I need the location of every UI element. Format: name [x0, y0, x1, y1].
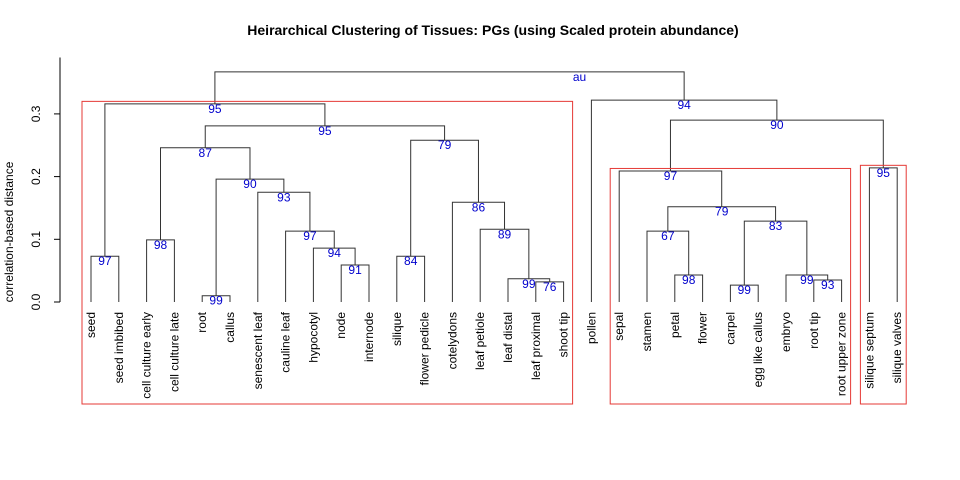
- merge-link: [451, 201, 506, 302]
- leaf-label: hypocotyl: [306, 312, 320, 363]
- y-tick-label: 0.3: [29, 105, 43, 122]
- merge-link: [160, 147, 251, 240]
- leaf-label: seed: [84, 312, 98, 338]
- leaf-label: leaf proximal: [529, 312, 543, 380]
- au-value: 93: [821, 278, 835, 292]
- au-value: 89: [498, 227, 512, 241]
- leaf-label: silique: [390, 312, 404, 346]
- au-value: 93: [277, 190, 291, 204]
- au-value: 99: [522, 277, 536, 291]
- leaf-label: silique septum: [862, 312, 876, 389]
- leaf-label: embryo: [779, 312, 793, 352]
- au-value: 79: [438, 138, 452, 152]
- au-value: 79: [715, 205, 729, 219]
- au-value: 67: [661, 229, 675, 243]
- leaf-label: egg like callus: [751, 312, 765, 387]
- leaf-label: stamen: [640, 312, 654, 351]
- cluster-box: [859, 164, 907, 405]
- au-value: 84: [404, 254, 418, 268]
- leaf-label: petal: [668, 312, 682, 338]
- cluster-box: [609, 167, 852, 405]
- leaf-label: flower: [696, 312, 710, 344]
- au-value: 97: [303, 229, 317, 243]
- au-value: 90: [770, 118, 784, 132]
- au-value: 99: [209, 294, 223, 308]
- au-value: 98: [682, 273, 696, 287]
- au-value: 94: [328, 246, 342, 260]
- leaf-label: internode: [362, 312, 376, 362]
- au-value: 76: [543, 280, 557, 294]
- y-axis-label: correlation-based distance: [2, 161, 16, 302]
- leaf-label: pollen: [584, 312, 598, 344]
- merge-link: [215, 178, 285, 296]
- leaf-label: cell culture late: [167, 312, 181, 392]
- leaf-label: flower pedicle: [418, 312, 432, 386]
- leaf-label: callus: [223, 312, 237, 343]
- au-label: au: [573, 70, 586, 84]
- au-value: 99: [738, 283, 752, 297]
- y-tick-label: 0.1: [29, 231, 43, 248]
- leaf-label: seed imbibed: [112, 312, 126, 383]
- au-value: 95: [877, 166, 891, 180]
- leaf-label: carpel: [723, 312, 737, 345]
- au-value: 97: [664, 169, 678, 183]
- leaf-label: root upper zone: [835, 312, 849, 396]
- leaf-label: shoot tip: [557, 312, 571, 358]
- merge-link: [868, 167, 898, 302]
- merge-link: [257, 191, 311, 302]
- leaf-label: cell culture early: [140, 312, 154, 399]
- leaf-label: leaf petiole: [473, 312, 487, 370]
- leaf-label: sepal: [612, 312, 626, 341]
- au-value: 90: [243, 177, 257, 191]
- au-value: 83: [769, 219, 783, 233]
- leaf-label: node: [334, 312, 348, 339]
- merge-link: [410, 139, 479, 257]
- au-value: 95: [208, 102, 222, 116]
- y-tick-label: 0.2: [29, 168, 43, 185]
- au-value: 97: [98, 254, 112, 268]
- au-value: 99: [800, 273, 814, 287]
- leaf-label: root: [195, 311, 209, 332]
- leaf-label: cotelydons: [445, 312, 459, 369]
- merge-link: [104, 103, 326, 257]
- merge-link: [214, 71, 685, 104]
- au-value: 87: [199, 146, 213, 160]
- au-value: 91: [348, 263, 362, 277]
- cluster-box: [81, 100, 574, 405]
- au-value: 86: [472, 200, 486, 214]
- leaf-label: cauline leaf: [279, 311, 293, 372]
- au-value: 98: [154, 238, 168, 252]
- leaf-label: silique valves: [890, 312, 904, 383]
- leaf-label: root tip: [807, 312, 821, 349]
- leaf-label: senescent leaf: [251, 311, 265, 389]
- y-tick-label: 0.0: [29, 293, 43, 310]
- chart-title: Heirarchical Clustering of Tissues: PGs …: [247, 22, 738, 38]
- leaf-label: leaf distal: [501, 312, 515, 363]
- au-value: 94: [677, 98, 691, 112]
- au-value: 95: [318, 124, 332, 138]
